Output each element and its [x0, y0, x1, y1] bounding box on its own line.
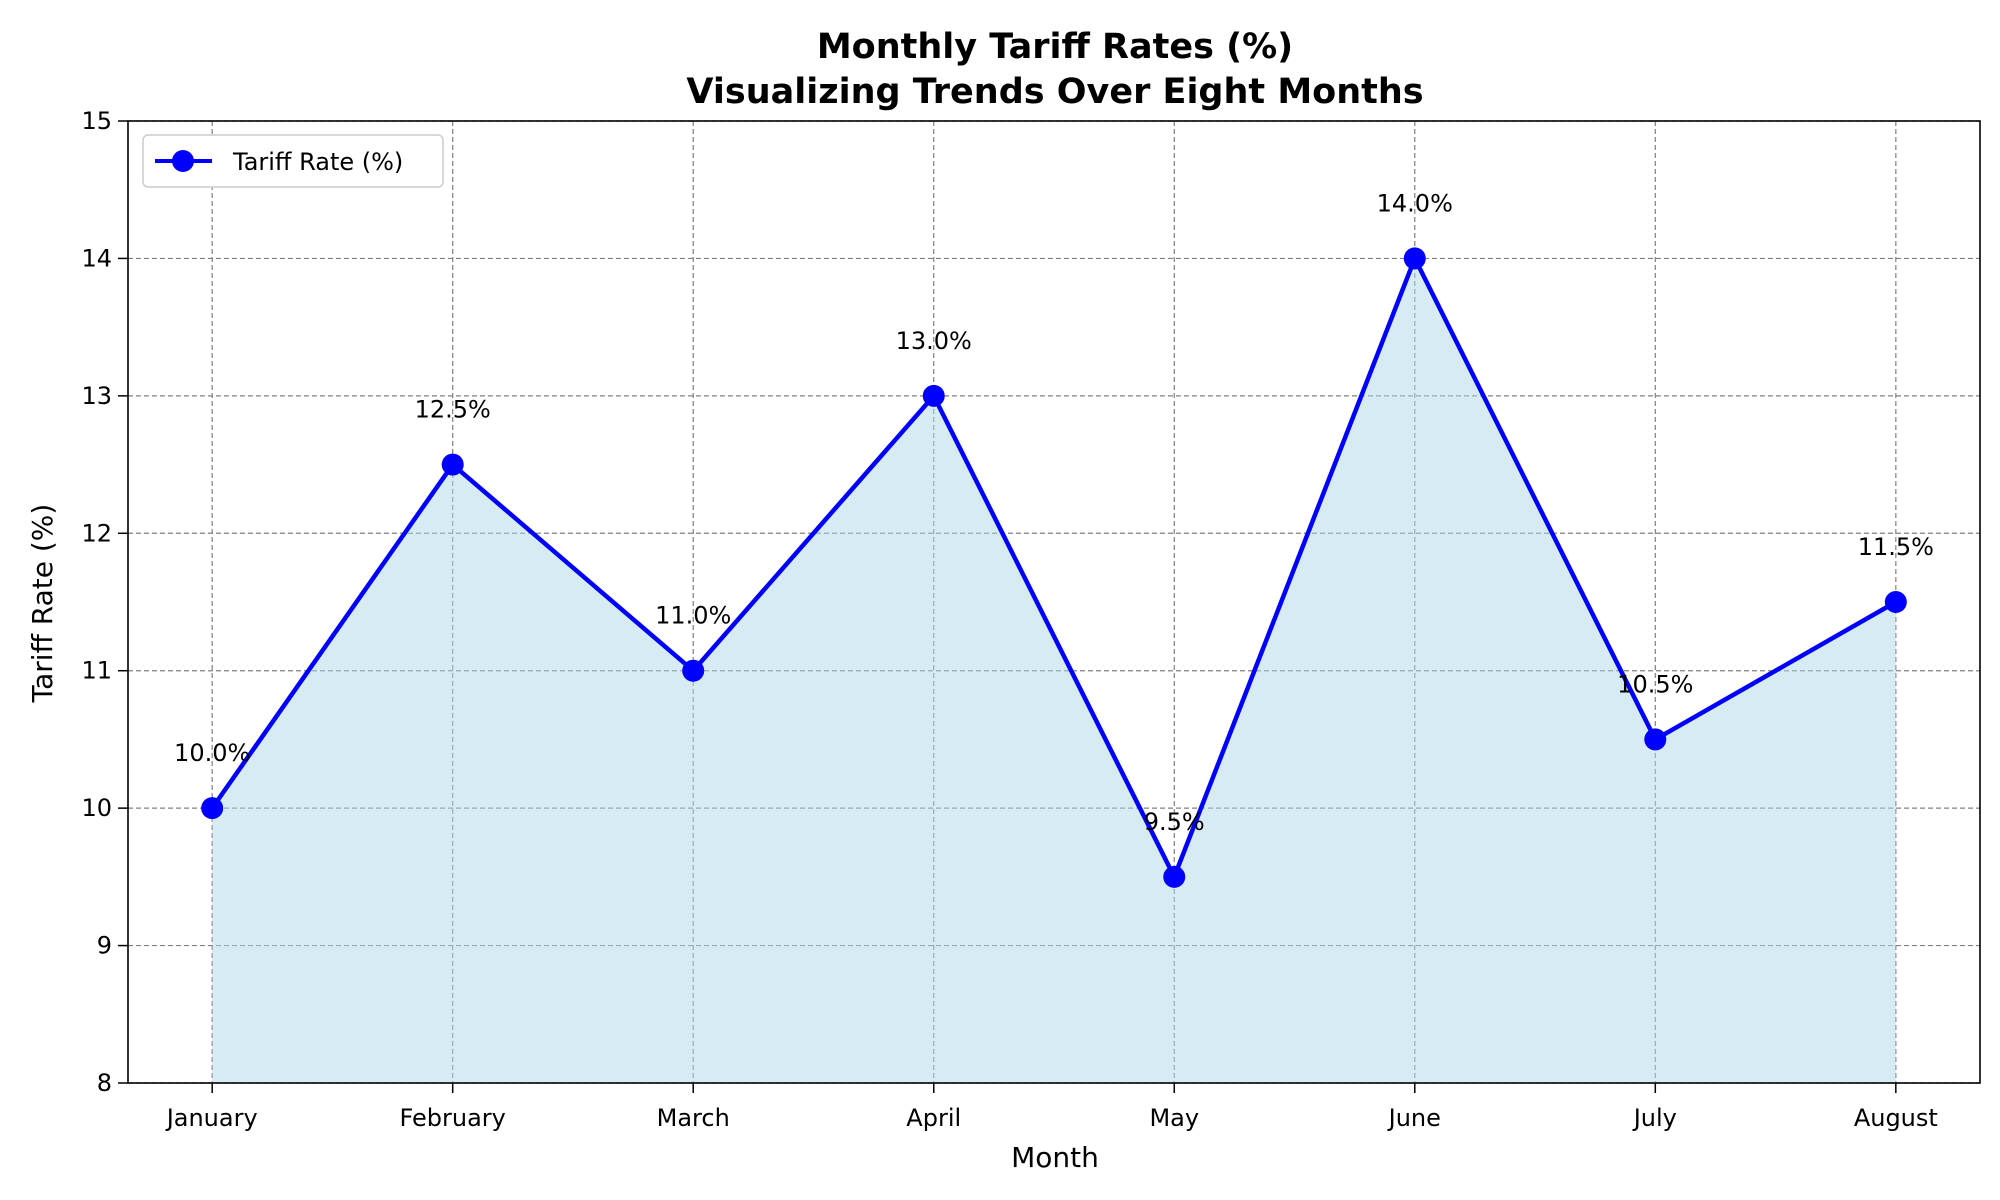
data-label: 11.5% — [1858, 533, 1934, 561]
y-tick-label: 9 — [97, 932, 112, 960]
data-point — [201, 797, 224, 820]
data-point — [682, 659, 705, 682]
x-tick-label: February — [400, 1104, 506, 1132]
y-tick-label: 12 — [81, 519, 112, 547]
data-label: 10.5% — [1617, 670, 1693, 698]
chart-title: Monthly Tariff Rates (%) — [817, 27, 1293, 67]
y-tick-label: 11 — [81, 657, 112, 685]
plot-frame — [127, 120, 1981, 1084]
legend: Tariff Rate (%) — [142, 134, 444, 188]
data-point — [441, 453, 464, 476]
y-axis-label: Tariff Rate (%) — [26, 504, 59, 704]
chart-subtitle: Visualizing Trends Over Eight Months — [686, 72, 1423, 112]
data-points — [201, 247, 1907, 888]
y-tick-label: 14 — [81, 244, 112, 272]
data-label: 10.0% — [174, 739, 250, 767]
data-label: 14.0% — [1377, 189, 1453, 217]
data-label: 13.0% — [896, 327, 972, 355]
legend-label: Tariff Rate (%) — [232, 148, 403, 176]
x-tick-label: July — [1632, 1104, 1677, 1132]
data-label: 12.5% — [415, 396, 491, 424]
data-point — [1403, 247, 1426, 270]
y-tick-label: 8 — [97, 1069, 112, 1097]
x-tick-label: August — [1854, 1104, 1938, 1132]
data-labels: 10.0% 12.5% 11.0% 13.0% 9.5% 14.0% 10.5% 11.5% — [174, 189, 1934, 835]
y-tick-label: 15 — [81, 107, 112, 135]
data-point — [1163, 865, 1186, 888]
data-label: 9.5% — [1144, 808, 1205, 836]
y-tick-label: 10 — [81, 794, 112, 822]
x-tick-label: April — [906, 1104, 961, 1132]
legend-box — [142, 134, 444, 188]
x-tick-label: March — [657, 1104, 730, 1132]
x-tick-label: May — [1149, 1104, 1199, 1132]
data-label: 11.0% — [655, 602, 731, 630]
x-tick-label: June — [1387, 1104, 1441, 1132]
data-point — [1644, 728, 1667, 751]
legend-marker-swatch — [172, 150, 194, 172]
data-point — [922, 384, 945, 407]
data-point — [1884, 591, 1907, 613]
x-axis-label: Month — [1011, 1141, 1099, 1174]
x-tick-label: January — [165, 1104, 258, 1132]
axis-ticks: 8 9 10 11 12 13 14 15 January February March April M… — [81, 107, 1937, 1132]
y-tick-label: 13 — [81, 382, 112, 410]
area-fill — [212, 258, 1896, 1083]
series-line — [210, 256, 1897, 880]
